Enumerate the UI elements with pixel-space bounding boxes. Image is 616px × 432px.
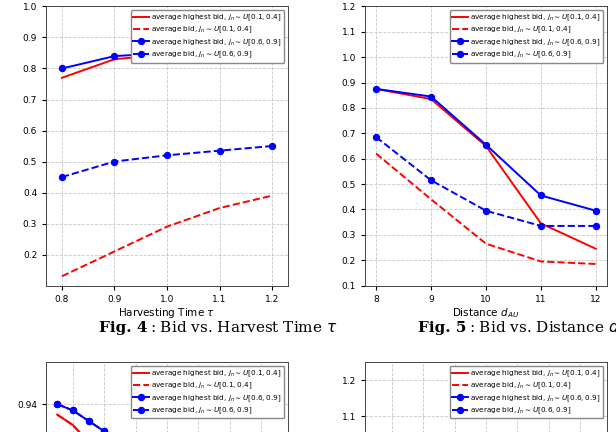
average bid, $j_n \sim U[0.1, 0.4]$ xyxy=(373,151,380,156)
average highest bid, $j_n \sim U[0.1, 0.4]$ xyxy=(59,75,66,80)
average bid, $j_n \sim U[0.6, 0.9]$ xyxy=(163,153,171,158)
average bid, $j_n \sim U[0.6, 0.9]$ xyxy=(69,408,76,413)
X-axis label: Distance $d_{AU}$: Distance $d_{AU}$ xyxy=(452,306,520,320)
average bid, $j_n \sim U[0.1, 0.4]$ xyxy=(592,261,599,267)
Line: average highest bid, $j_n \sim U[0.6, 0.9]$: average highest bid, $j_n \sim U[0.6, 0.… xyxy=(373,86,599,214)
average bid, $j_n \sim U[0.1, 0.4]$ xyxy=(428,197,435,202)
average highest bid, $j_n \sim U[0.6, 0.9]$ xyxy=(100,429,108,432)
average bid, $j_n \sim U[0.6, 0.9]$ xyxy=(85,418,92,423)
Line: average bid, $j_n \sim U[0.6, 0.9]$: average bid, $j_n \sim U[0.6, 0.9]$ xyxy=(59,143,275,180)
average bid, $j_n \sim U[0.6, 0.9]$ xyxy=(592,223,599,229)
average highest bid, $j_n \sim U[0.6, 0.9]$ xyxy=(592,208,599,213)
average highest bid, $j_n \sim U[0.1, 0.4]$ xyxy=(373,86,380,92)
average bid, $j_n \sim U[0.6, 0.9]$ xyxy=(216,148,223,153)
Legend: average highest bid, $j_n \sim U[0.1, 0.4]$, average bid, $j_n \sim U[0.1, 0.4]$: average highest bid, $j_n \sim U[0.1, 0.… xyxy=(131,10,284,63)
average highest bid, $j_n \sim U[0.6, 0.9]$ xyxy=(216,47,223,52)
average bid, $j_n \sim U[0.6, 0.9]$ xyxy=(111,159,118,164)
Line: average highest bid, $j_n \sim U[0.6, 0.9]$: average highest bid, $j_n \sim U[0.6, 0.… xyxy=(54,401,280,432)
average highest bid, $j_n \sim U[0.6, 0.9]$ xyxy=(269,44,276,49)
Line: average highest bid, $j_n \sim U[0.6, 0.9]$: average highest bid, $j_n \sim U[0.6, 0.… xyxy=(59,44,275,72)
average bid, $j_n \sim U[0.6, 0.9]$ xyxy=(537,223,545,229)
average highest bid, $j_n \sim U[0.1, 0.4]$ xyxy=(482,143,490,149)
Legend: average highest bid, $j_n \sim U[0.1, 0.4]$, average bid, $j_n \sim U[0.1, 0.4]$: average highest bid, $j_n \sim U[0.1, 0.… xyxy=(450,10,603,63)
average bid, $j_n \sim U[0.1, 0.4]$ xyxy=(482,241,490,246)
average bid, $j_n \sim U[0.6, 0.9]$ xyxy=(373,134,380,140)
average highest bid, $j_n \sim U[0.6, 0.9]$ xyxy=(111,54,118,59)
average highest bid, $j_n \sim U[0.6, 0.9]$ xyxy=(163,51,171,56)
Line: average highest bid, $j_n \sim U[0.1, 0.4]$: average highest bid, $j_n \sim U[0.1, 0.… xyxy=(376,89,596,249)
Line: average highest bid, $j_n \sim U[0.1, 0.4]$: average highest bid, $j_n \sim U[0.1, 0.… xyxy=(57,415,277,432)
average highest bid, $j_n \sim U[0.6, 0.9]$ xyxy=(85,418,92,423)
average highest bid, $j_n \sim U[0.6, 0.9]$ xyxy=(69,408,76,413)
Text: : Bid vs. Harvest Time $\tau$: : Bid vs. Harvest Time $\tau$ xyxy=(150,320,338,335)
average bid, $j_n \sim U[0.1, 0.4]$ xyxy=(269,193,276,198)
Text: Fig. 4: Fig. 4 xyxy=(99,321,148,335)
average highest bid, $j_n \sim U[0.6, 0.9]$ xyxy=(54,402,61,407)
Line: average bid, $j_n \sim U[0.6, 0.9]$: average bid, $j_n \sim U[0.6, 0.9]$ xyxy=(54,401,280,432)
average bid, $j_n \sim U[0.1, 0.4]$ xyxy=(69,422,76,428)
average highest bid, $j_n \sim U[0.1, 0.4]$ xyxy=(163,52,171,57)
average bid, $j_n \sim U[0.1, 0.4]$ xyxy=(54,412,61,417)
average highest bid, $j_n \sim U[0.1, 0.4]$ xyxy=(54,412,61,417)
Line: average bid, $j_n \sim U[0.1, 0.4]$: average bid, $j_n \sim U[0.1, 0.4]$ xyxy=(376,154,596,264)
average highest bid, $j_n \sim U[0.1, 0.4]$ xyxy=(428,96,435,102)
average highest bid, $j_n \sim U[0.1, 0.4]$ xyxy=(111,57,118,62)
average bid, $j_n \sim U[0.6, 0.9]$ xyxy=(482,208,490,213)
Legend: average highest bid, $j_n \sim U[0.1, 0.4]$, average bid, $j_n \sim U[0.1, 0.4]$: average highest bid, $j_n \sim U[0.1, 0.… xyxy=(131,366,284,418)
average highest bid, $j_n \sim U[0.6, 0.9]$ xyxy=(373,86,380,92)
Text: : Bid vs. Distance $d_{AU}$: : Bid vs. Distance $d_{AU}$ xyxy=(469,318,616,337)
Line: average bid, $j_n \sim U[0.1, 0.4]$: average bid, $j_n \sim U[0.1, 0.4]$ xyxy=(62,196,272,276)
Line: average bid, $j_n \sim U[0.1, 0.4]$: average bid, $j_n \sim U[0.1, 0.4]$ xyxy=(57,415,277,432)
Line: average bid, $j_n \sim U[0.6, 0.9]$: average bid, $j_n \sim U[0.6, 0.9]$ xyxy=(373,134,599,229)
average highest bid, $j_n \sim U[0.1, 0.4]$ xyxy=(69,422,76,428)
average highest bid, $j_n \sim U[0.6, 0.9]$ xyxy=(482,142,490,147)
average bid, $j_n \sim U[0.6, 0.9]$ xyxy=(59,175,66,180)
average bid, $j_n \sim U[0.1, 0.4]$ xyxy=(163,224,171,229)
average bid, $j_n \sim U[0.1, 0.4]$ xyxy=(537,259,545,264)
average bid, $j_n \sim U[0.6, 0.9]$ xyxy=(100,429,108,432)
average bid, $j_n \sim U[0.1, 0.4]$ xyxy=(216,206,223,211)
average highest bid, $j_n \sim U[0.1, 0.4]$ xyxy=(216,49,223,54)
average highest bid, $j_n \sim U[0.1, 0.4]$ xyxy=(269,46,276,51)
average bid, $j_n \sim U[0.6, 0.9]$ xyxy=(269,143,276,149)
X-axis label: Harvesting Time $\tau$: Harvesting Time $\tau$ xyxy=(118,306,216,321)
average bid, $j_n \sim U[0.6, 0.9]$ xyxy=(54,402,61,407)
average highest bid, $j_n \sim U[0.1, 0.4]$ xyxy=(592,246,599,251)
average highest bid, $j_n \sim U[0.6, 0.9]$ xyxy=(537,193,545,198)
average bid, $j_n \sim U[0.6, 0.9]$ xyxy=(428,178,435,183)
Legend: average highest bid, $j_n \sim U[0.1, 0.4]$, average bid, $j_n \sim U[0.1, 0.4]$: average highest bid, $j_n \sim U[0.1, 0.… xyxy=(450,366,603,418)
average bid, $j_n \sim U[0.1, 0.4]$ xyxy=(59,273,66,279)
average highest bid, $j_n \sim U[0.6, 0.9]$ xyxy=(59,66,66,71)
average highest bid, $j_n \sim U[0.6, 0.9]$ xyxy=(428,94,435,99)
average highest bid, $j_n \sim U[0.1, 0.4]$ xyxy=(537,221,545,226)
Line: average highest bid, $j_n \sim U[0.1, 0.4]$: average highest bid, $j_n \sim U[0.1, 0.… xyxy=(62,48,272,78)
Text: Fig. 5: Fig. 5 xyxy=(418,321,467,335)
average bid, $j_n \sim U[0.1, 0.4]$ xyxy=(111,249,118,254)
